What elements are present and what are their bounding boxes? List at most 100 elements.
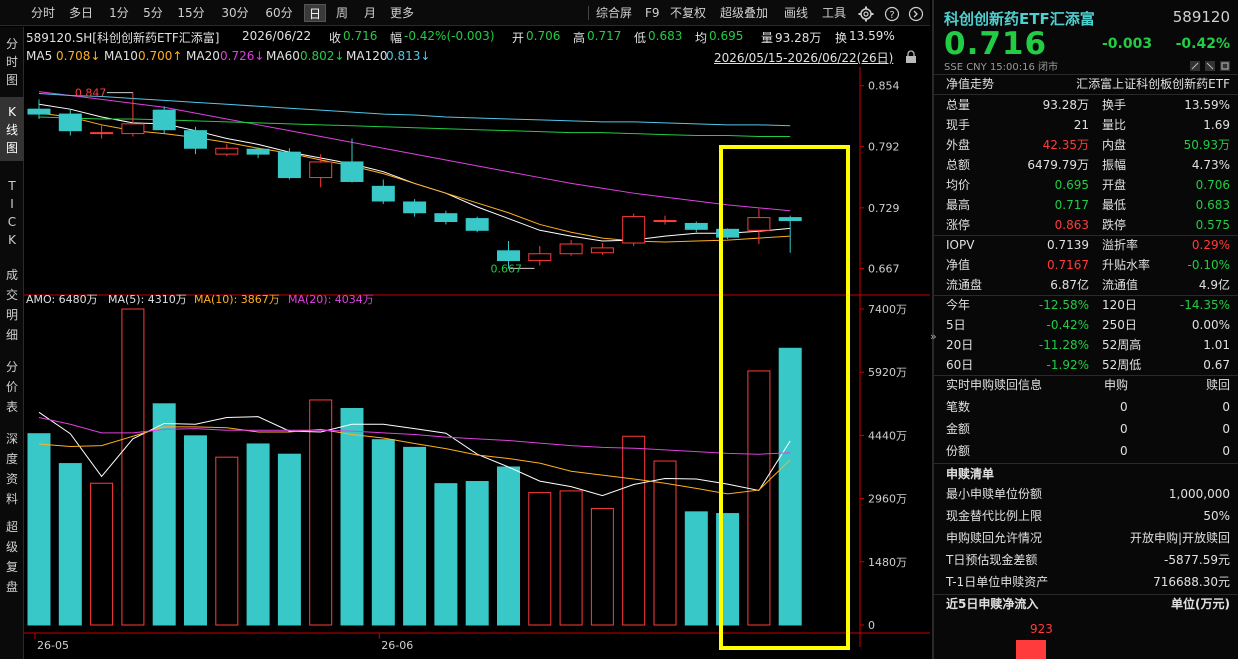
collapse-right-icon[interactable]	[908, 6, 924, 22]
super-overlay-button[interactable]: 超级叠加	[720, 6, 769, 20]
list-cell: 现金替代比例上限	[946, 509, 1043, 523]
tab-monthly[interactable]: 月	[363, 6, 376, 20]
tab-30min[interactable]: 30分	[221, 6, 249, 20]
candle-body	[778, 217, 802, 222]
candle-body	[653, 220, 677, 223]
stat-label: 最高	[946, 198, 971, 212]
volume-bar	[559, 490, 583, 626]
panel-tool-icons[interactable]	[1190, 60, 1234, 72]
close-value: 0.716	[343, 29, 378, 43]
volume-bar	[590, 507, 614, 626]
rt-cell: 0	[1120, 400, 1128, 414]
candle-body	[559, 243, 583, 255]
svg-text:?: ?	[889, 10, 894, 21]
tab-daily[interactable]: 日	[304, 4, 326, 22]
stat-value: 6.87亿	[1050, 278, 1089, 292]
nav-super-review[interactable]: 超级复盘	[0, 517, 24, 597]
stat-value: 0.695	[1054, 178, 1089, 192]
rt-cell: 份额	[946, 444, 971, 458]
settings-gear-icon[interactable]	[858, 6, 874, 22]
market-status: SSE CNY 15:00:16 闭市	[944, 62, 1059, 73]
candlesticks: 0.847 0.667	[27, 87, 802, 275]
ma60-value: 0.802↓	[300, 49, 345, 63]
nav-kline-chart[interactable]: K线图	[0, 97, 24, 161]
expand-icon[interactable]: »	[930, 330, 937, 343]
tab-weekly[interactable]: 周	[335, 6, 348, 20]
amp-label: 幅	[390, 31, 403, 45]
flow-title: 近5日申赎净流入	[946, 597, 1039, 611]
stat-row: IOPV 0.7139 溢折率 0.29%	[934, 235, 1238, 255]
nav-tick[interactable]: TICK	[0, 177, 24, 257]
nav-trend-row[interactable]: 净值走势 汇添富上证科创板创新药ETF	[934, 74, 1238, 94]
lock-icon[interactable]	[904, 50, 918, 64]
tab-60min[interactable]: 60分	[265, 6, 293, 20]
volume-bar	[371, 439, 395, 626]
stat-value: -14.35%	[1179, 298, 1230, 312]
stat-value: 0.706	[1195, 178, 1230, 192]
tab-intraday[interactable]: 分时	[30, 6, 55, 20]
volume-ma20-line	[38, 416, 791, 455]
nav-trade-details[interactable]: 成交明细	[0, 265, 24, 345]
candle-body	[309, 161, 333, 179]
tab-15min[interactable]: 15分	[177, 6, 205, 20]
tab-more[interactable]: 更多	[389, 6, 414, 20]
stat-row: 现手 21 量比 1.69	[934, 115, 1238, 135]
draw-line-button[interactable]: 画线	[784, 6, 809, 20]
stat-row: 总量 93.28万 换手 13.59%	[934, 95, 1238, 115]
ma10-value: 0.700↑	[138, 49, 183, 63]
list-title: 申赎清单	[946, 467, 995, 481]
open-value: 0.706	[526, 29, 561, 43]
volume-bar	[27, 433, 51, 626]
rt-col-subscribe: 申购	[1104, 378, 1129, 392]
tab-5min[interactable]: 5分	[143, 6, 163, 20]
volume-bar	[340, 407, 364, 626]
nav-label: 深度资料	[5, 432, 18, 506]
stat-label: 升贴水率	[1102, 258, 1151, 272]
stat-label: 52周高	[1102, 338, 1142, 352]
ma5-label: MA5	[26, 49, 53, 63]
low-value: 0.683	[648, 29, 683, 43]
volume-ma5-line	[38, 411, 791, 497]
stat-label: 内盘	[1102, 138, 1127, 152]
divider	[934, 375, 1238, 376]
stat-value: 0.575	[1195, 218, 1230, 232]
ma60-label: MA60	[266, 49, 300, 63]
stat-row: 最高 0.717 最低 0.683	[934, 195, 1238, 215]
price-ma120-line	[38, 93, 791, 127]
high-value: 0.717	[587, 29, 622, 43]
tools-button[interactable]: 工具	[822, 6, 847, 20]
nav-price-volume-table[interactable]: 分价表	[0, 357, 24, 419]
date-range[interactable]: 2026/05/15-2026/06/22(26日)	[714, 51, 894, 65]
avg-value: 0.695	[709, 29, 744, 43]
multi-screen-button[interactable]: 综合屏	[596, 6, 633, 20]
tab-1min[interactable]: 1分	[109, 6, 129, 20]
rt-header: 实时申购赎回信息 申购 赎回	[934, 375, 1238, 395]
stat-value: -11.28%	[1038, 338, 1089, 352]
no-adjust-button[interactable]: 不复权	[670, 6, 707, 20]
divider	[934, 594, 1238, 595]
rt-cell: 笔数	[946, 400, 971, 414]
help-icon[interactable]: ?	[884, 6, 900, 22]
volume-bar	[246, 443, 270, 626]
tab-multi-day[interactable]: 多日	[68, 6, 93, 20]
stat-label: 今年	[946, 298, 971, 312]
candle-body	[622, 216, 646, 244]
candle-body	[465, 218, 489, 231]
price-tick-label: 0.667	[868, 262, 900, 275]
stat-row: 涨停 0.863 跌停 0.575	[934, 215, 1238, 235]
f9-button[interactable]: F9	[645, 6, 660, 20]
volume-bar	[58, 463, 82, 626]
stat-label: 总量	[946, 98, 971, 112]
stat-label: IOPV	[946, 238, 975, 252]
vol-tick-label: 5920万	[868, 366, 907, 379]
stat-value: 93.28万	[1042, 98, 1089, 112]
kline-chart[interactable]: 0.847 0.667 0.854 0.792 0.729 0.667 7400万 5920…	[24, 67, 930, 659]
price-change-pct: -0.42%	[1175, 36, 1230, 52]
nav-depth-info[interactable]: 深度资料	[0, 429, 24, 509]
vol-tick-label: 0	[868, 619, 875, 632]
quote-info-bar: 589120.SH[科创创新药ETF汇添富] 2026/06/22 收 0.71…	[24, 27, 930, 67]
ma5-value: 0.708↓	[56, 49, 101, 63]
nav-intraday-chart[interactable]: 分时图	[0, 35, 24, 95]
list-cell: 716688.30元	[1153, 575, 1230, 589]
candle-body	[90, 132, 114, 135]
